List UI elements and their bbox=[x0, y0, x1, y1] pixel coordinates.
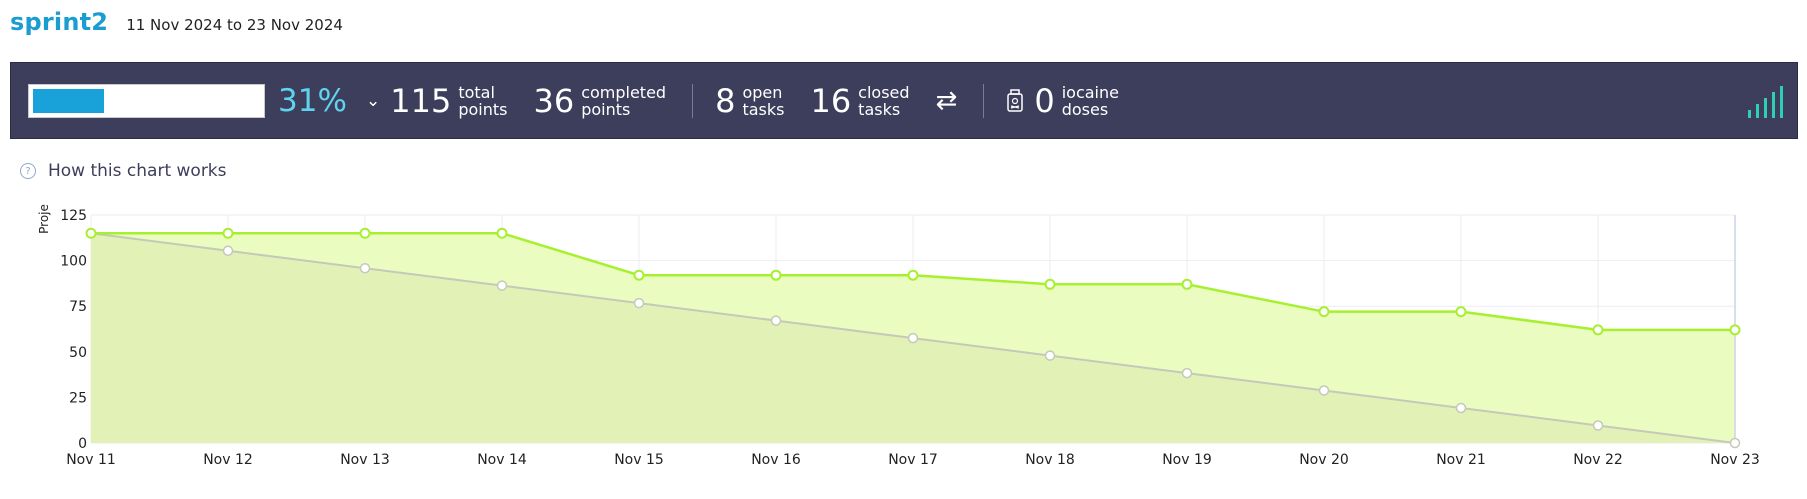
poison-jar-icon bbox=[1006, 88, 1024, 113]
y-tick-label: 0 bbox=[78, 436, 87, 452]
iocaine-stat: 0 iocaine doses bbox=[1034, 84, 1119, 118]
x-tick-label: Nov 15 bbox=[614, 452, 664, 468]
open-tasks-label-2: tasks bbox=[742, 99, 785, 119]
total-points-stat: 115 total points bbox=[390, 84, 507, 118]
sprint-header: sprint2 11 Nov 2024 to 23 Nov 2024 bbox=[10, 8, 343, 36]
x-tick-label: Nov 18 bbox=[1025, 452, 1075, 468]
iocaine-value: 0 bbox=[1034, 81, 1055, 120]
open-tasks-label: open tasks bbox=[742, 84, 784, 118]
progress-percent: 31% bbox=[278, 82, 347, 119]
actual-point bbox=[496, 227, 508, 239]
sprint-dates: 11 Nov 2024 to 23 Nov 2024 bbox=[126, 16, 343, 34]
ideal-point bbox=[1318, 385, 1330, 396]
ideal-point bbox=[496, 280, 508, 291]
x-tick-label: Nov 13 bbox=[340, 452, 390, 468]
y-axis-label: Proje bbox=[37, 204, 51, 234]
question-icon: ? bbox=[20, 163, 36, 179]
iocaine-label-2: doses bbox=[1061, 99, 1109, 119]
progress-bar bbox=[28, 83, 265, 118]
progress-bar-fill bbox=[33, 88, 104, 113]
actual-point bbox=[222, 227, 234, 239]
completed-points-stat: 36 completed points bbox=[533, 84, 666, 118]
x-tick-label: Nov 21 bbox=[1436, 452, 1486, 468]
y-tick-label: 50 bbox=[69, 345, 87, 361]
closed-tasks-label-2: tasks bbox=[858, 99, 901, 119]
how-chart-works-label: How this chart works bbox=[48, 161, 227, 181]
open-tasks-stat: 8 open tasks bbox=[715, 84, 784, 118]
x-tick-label: Nov 17 bbox=[888, 452, 938, 468]
ideal-point bbox=[907, 332, 919, 344]
closed-tasks-value: 16 bbox=[810, 81, 852, 120]
ideal-point bbox=[1592, 420, 1604, 431]
ideal-point bbox=[633, 297, 645, 309]
burndown-chart: 0 25 50 75 100 125 Nov 11 Nov 12 Nov 13 Nov 14 Nov… bbox=[37, 204, 1760, 468]
ideal-point bbox=[222, 245, 234, 257]
completed-points-value: 36 bbox=[533, 81, 575, 120]
chevron-down-icon[interactable]: ⌄ bbox=[366, 90, 381, 111]
y-tick-label: 125 bbox=[60, 208, 87, 224]
ideal-point bbox=[1455, 402, 1467, 414]
closed-tasks-label: closed tasks bbox=[858, 84, 909, 118]
x-tick-label: Nov 23 bbox=[1710, 452, 1760, 468]
x-tick-label: Nov 12 bbox=[203, 452, 253, 468]
divider bbox=[983, 83, 985, 118]
iocaine-label-1: iocaine bbox=[1061, 82, 1119, 102]
signal-bars-icon[interactable] bbox=[1748, 84, 1783, 118]
x-tick-label: Nov 20 bbox=[1299, 452, 1349, 468]
actual-point bbox=[1044, 278, 1056, 290]
actual-point bbox=[1729, 324, 1741, 336]
actual-point bbox=[1318, 306, 1330, 318]
actual-point bbox=[1592, 324, 1604, 336]
completed-points-label-1: completed bbox=[581, 82, 667, 102]
completed-points-label: completed points bbox=[581, 84, 666, 118]
completed-points-label-2: points bbox=[581, 99, 631, 119]
actual-point bbox=[633, 269, 645, 281]
total-points-value: 115 bbox=[390, 81, 452, 120]
total-points-label-1: total bbox=[458, 82, 495, 102]
ideal-point bbox=[359, 263, 371, 274]
ideal-point bbox=[1729, 437, 1741, 449]
x-tick-label: Nov 11 bbox=[66, 452, 116, 468]
x-tick-label: Nov 14 bbox=[477, 452, 527, 468]
actual-point bbox=[907, 269, 919, 281]
ideal-point bbox=[1181, 367, 1193, 379]
total-points-label-2: points bbox=[458, 99, 508, 119]
actual-point bbox=[770, 269, 782, 281]
swap-arrows-icon[interactable]: ⇄ bbox=[935, 85, 958, 116]
y-tick-label: 25 bbox=[69, 390, 87, 406]
closed-tasks-stat: 16 closed tasks bbox=[810, 84, 909, 118]
x-tick-label: Nov 22 bbox=[1573, 452, 1623, 468]
x-tick-label: Nov 16 bbox=[751, 452, 801, 468]
closed-tasks-label-1: closed bbox=[858, 82, 910, 102]
actual-point bbox=[85, 227, 97, 239]
ideal-point bbox=[1044, 350, 1056, 361]
actual-point bbox=[359, 227, 371, 239]
sprint-name[interactable]: sprint2 bbox=[10, 8, 109, 36]
iocaine-label: iocaine doses bbox=[1062, 84, 1119, 118]
y-tick-label: 75 bbox=[69, 299, 87, 315]
open-tasks-value: 8 bbox=[715, 81, 736, 120]
total-points-label: total points bbox=[458, 84, 507, 118]
open-tasks-label-1: open bbox=[742, 82, 783, 102]
y-tick-label: 100 bbox=[60, 254, 87, 270]
ideal-point bbox=[770, 315, 782, 326]
stats-bar: 31% ⌄ 115 total points 36 completed poin… bbox=[10, 62, 1798, 139]
x-tick-label: Nov 19 bbox=[1162, 452, 1212, 468]
how-chart-works-link[interactable]: ? How this chart works bbox=[20, 161, 227, 181]
actual-point bbox=[1181, 278, 1193, 290]
divider bbox=[692, 83, 694, 118]
actual-point bbox=[1455, 306, 1467, 318]
